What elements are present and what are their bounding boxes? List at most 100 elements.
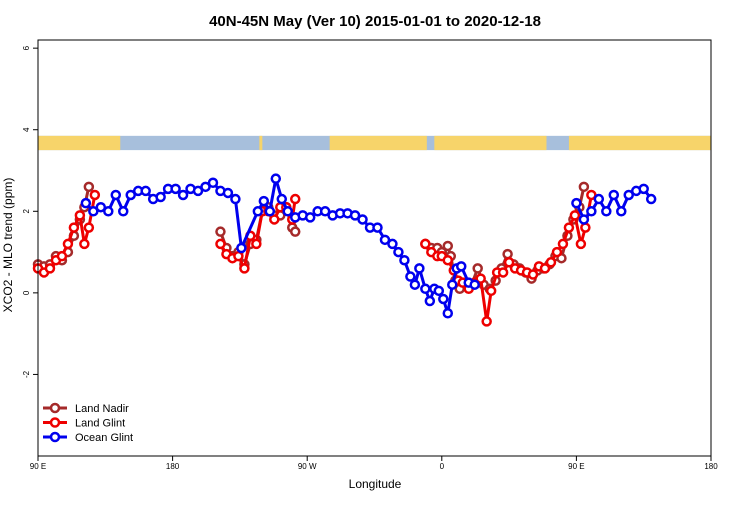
data-point-ocean-glint [601, 206, 612, 217]
data-point-ocean-glint [140, 185, 151, 197]
data-point-ocean-glint [155, 191, 166, 203]
data-point-ocean-glint [80, 197, 92, 209]
data-point-ocean-glint [282, 206, 294, 217]
data-point-ocean-glint [252, 206, 264, 217]
data-point-land-glint [580, 222, 591, 233]
data-point-land-glint [83, 222, 95, 233]
legend-label-land-glint: Land Glint [75, 418, 125, 430]
legend-item-ocean-glint: Ocean Glint [43, 431, 133, 444]
data-point-land-nadir [472, 263, 483, 274]
data-point-land-glint [557, 238, 569, 250]
data-point-ocean-glint [399, 254, 410, 266]
legend: Land Nadir Land Glint Ocean Glint [43, 402, 133, 444]
data-point-ocean-glint [455, 261, 467, 272]
y-tick-label: -2 [22, 370, 31, 378]
series-ocean-glint [80, 173, 657, 319]
data-point-ocean-glint [170, 183, 181, 195]
data-point-ocean-glint [405, 271, 416, 282]
data-point-ocean-glint [236, 242, 247, 254]
data-point-land-nadir [442, 240, 454, 252]
data-point-ocean-glint [110, 189, 122, 201]
x-tick-label: 0 [440, 462, 445, 471]
data-point-ocean-glint [447, 279, 458, 290]
y-axis-label: XCO2 - MLO trend (ppm) [1, 178, 15, 313]
land-band-segment [259, 135, 263, 151]
data-point-ocean-glint [349, 210, 361, 221]
data-point-ocean-glint [192, 185, 204, 197]
data-point-ocean-glint [258, 195, 270, 207]
data-point-land-glint [74, 210, 86, 221]
data-point-land-glint [79, 238, 90, 250]
data-point-ocean-glint [222, 187, 234, 199]
data-point-ocean-glint [608, 189, 620, 201]
data-point-land-glint [269, 214, 280, 225]
data-point-ocean-glint [593, 193, 605, 205]
data-point-ocean-glint [616, 206, 627, 217]
data-point-ocean-glint [117, 206, 129, 217]
land-band-segment [568, 135, 711, 151]
land-sea-band [38, 135, 711, 151]
y-tick-label: 6 [22, 45, 31, 50]
data-point-land-nadir [83, 181, 95, 193]
data-point-ocean-glint [379, 234, 391, 246]
data-point-land-glint [575, 238, 587, 250]
data-point-ocean-glint [623, 189, 634, 201]
data-point-land-glint [442, 254, 454, 266]
data-point-ocean-glint [304, 212, 316, 223]
axes: 90 E 180 90 W 0 90 E 180 -2 0 2 4 6 [22, 39, 718, 471]
land-band-segment [434, 135, 547, 151]
data-point-ocean-glint [638, 183, 649, 195]
legend-marker-land-glint [49, 417, 61, 428]
data-point-ocean-glint [414, 263, 425, 274]
data-point-land-nadir [578, 181, 590, 193]
data-point-ocean-glint [438, 293, 449, 305]
data-point-ocean-glint [276, 193, 288, 205]
series-layer [32, 173, 657, 327]
data-point-ocean-glint [270, 173, 282, 184]
data-point-ocean-glint [586, 206, 597, 217]
data-point-land-glint [215, 238, 226, 250]
x-tick-label: 90 E [568, 462, 584, 471]
data-point-ocean-glint [177, 189, 189, 201]
data-point-land-glint [89, 189, 101, 201]
data-point-land-nadir [215, 226, 226, 237]
legend-label-land-nadir: Land Nadir [75, 403, 129, 415]
data-point-land-nadir [289, 226, 301, 237]
data-point-ocean-glint [645, 193, 657, 205]
data-point-land-glint [62, 238, 74, 250]
data-point-ocean-glint [387, 238, 398, 250]
data-point-ocean-glint [95, 201, 107, 213]
land-band-segment [329, 135, 427, 151]
data-point-ocean-glint [200, 181, 211, 193]
legend-marker-land-nadir [49, 402, 61, 414]
data-point-ocean-glint [357, 214, 368, 225]
data-point-land-glint [563, 222, 575, 233]
data-point-ocean-glint [578, 214, 590, 225]
data-point-land-glint [497, 267, 509, 278]
x-tick-label: 180 [704, 462, 718, 471]
data-point-ocean-glint [372, 222, 383, 233]
data-point-ocean-glint [88, 206, 99, 217]
data-point-land-glint [551, 246, 563, 258]
data-point-ocean-glint [469, 279, 480, 290]
data-point-land-glint [44, 263, 56, 274]
data-point-land-glint [251, 238, 262, 250]
y-tick-label: 4 [22, 127, 31, 132]
data-point-ocean-glint [571, 197, 582, 209]
data-point-land-glint [586, 189, 597, 201]
data-point-ocean-glint [230, 193, 241, 205]
data-point-ocean-glint [433, 285, 445, 297]
data-point-land-nadir [502, 248, 513, 260]
data-point-land-glint [545, 257, 557, 268]
data-point-land-glint [420, 238, 431, 250]
chart-title: 40N-45N May (Ver 10) 2015-01-01 to 2020-… [209, 13, 541, 30]
data-point-ocean-glint [420, 283, 431, 295]
data-point-land-glint [481, 316, 492, 327]
x-axis-label: Longitude [349, 477, 402, 491]
data-point-land-glint [475, 273, 486, 284]
data-point-land-glint [56, 250, 68, 262]
legend-marker-ocean-glint [49, 431, 61, 443]
data-point-ocean-glint [409, 279, 421, 290]
data-point-ocean-glint [103, 206, 114, 217]
